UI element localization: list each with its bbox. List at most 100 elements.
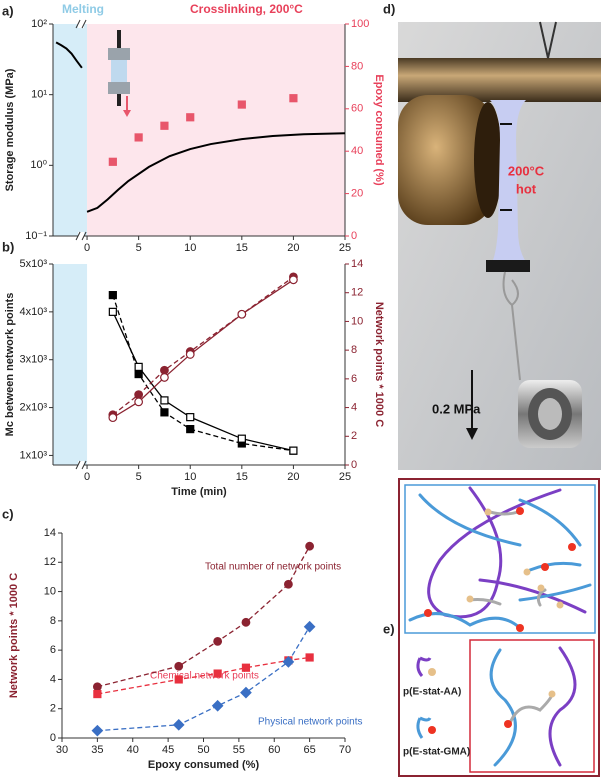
marker	[284, 579, 293, 589]
panel-label: d)	[383, 1, 395, 16]
marker	[186, 425, 195, 434]
x-tick-label: 5	[136, 242, 142, 254]
y2-tick-label: 14	[351, 258, 363, 270]
marker	[93, 689, 102, 699]
marker	[160, 373, 169, 382]
marker	[108, 157, 117, 166]
x-tick-label: 50	[197, 744, 209, 756]
axis-break	[75, 231, 87, 241]
panel-label: c)	[2, 506, 14, 521]
axis-break	[78, 20, 85, 28]
y2-tick-label: 4	[351, 401, 357, 413]
melting-band	[53, 24, 88, 236]
y-tick-label: 6	[50, 644, 56, 656]
y2-axis-label: Network points * 1000 C	[373, 302, 385, 427]
x-tick-label: 10	[184, 242, 196, 254]
x-tick-label: 40	[127, 744, 139, 756]
marker	[241, 617, 251, 627]
marker	[172, 718, 185, 731]
annotation: Crosslinking, 200°C	[190, 2, 303, 16]
x-axis-label: Epoxy consumed (%)	[148, 759, 260, 771]
marker	[108, 307, 117, 316]
marker	[305, 653, 314, 662]
y-axis-label: Storage modulus (MPa)	[4, 68, 16, 191]
x-tick-label: 45	[162, 744, 174, 756]
x-tick-label: 35	[91, 744, 103, 756]
marker	[134, 397, 144, 407]
marker	[186, 113, 195, 122]
y-tick-label: 10²	[31, 18, 47, 30]
y-axis-label: Network points * 1000 C	[8, 573, 20, 698]
marker	[237, 100, 246, 109]
series-line	[112, 294, 294, 452]
y2-tick-label: 10	[351, 315, 363, 327]
y-tick-label: 10⁰	[30, 159, 47, 171]
marker	[289, 446, 298, 455]
y2-tick-label: 100	[351, 18, 369, 30]
axis-break	[75, 19, 87, 29]
marker	[134, 369, 143, 379]
y2-tick-label: 6	[351, 373, 357, 385]
y2-axis-label: Epoxy consumed (%)	[373, 74, 385, 186]
x-tick-label: 0	[84, 242, 90, 254]
y2-tick-label: 20	[351, 188, 363, 200]
x-tick-label: 70	[339, 744, 351, 756]
y2-tick-label: 80	[351, 60, 363, 72]
y2-tick-label: 2	[351, 430, 357, 442]
series-line	[112, 311, 294, 452]
temperature-label: 200°C	[508, 163, 545, 178]
x-tick-label: 5	[136, 471, 142, 483]
charts: a) Melting Crosslinking, 200°C0 5 10 15 20 2510…	[2, 2, 385, 771]
y-tick-label: 1x10³	[19, 449, 47, 461]
annotation: Melting	[62, 2, 104, 16]
y2-tick-label: 8	[351, 344, 357, 356]
y-tick-label: 10⁻¹	[25, 230, 47, 242]
x-tick-label: 15	[236, 242, 248, 254]
marker	[305, 541, 315, 551]
axis-break	[78, 232, 85, 240]
series-line	[86, 132, 346, 213]
marker	[91, 724, 104, 737]
y-tick-label: 0	[50, 732, 56, 744]
marker	[134, 390, 144, 400]
y-tick-label: 2	[50, 703, 56, 715]
y2-tick-label: 40	[351, 145, 363, 157]
x-tick-label: 0	[84, 471, 90, 483]
marker	[174, 675, 183, 684]
marker	[289, 94, 298, 103]
y-tick-label: 5x10³	[19, 258, 47, 270]
axis-break	[78, 461, 85, 469]
series-line	[97, 626, 311, 732]
series-line	[112, 279, 294, 419]
legend-label: p(E-stat-AA)	[403, 687, 461, 698]
y-tick-label: 12	[44, 556, 56, 568]
panel-label: e)	[383, 621, 395, 636]
marker	[108, 291, 117, 300]
marker	[237, 434, 246, 443]
x-tick-label: 20	[287, 471, 299, 483]
marker	[134, 133, 143, 142]
marker	[108, 413, 118, 423]
y-tick-label: 14	[44, 527, 56, 539]
y-tick-label: 10	[44, 585, 56, 597]
y-tick-label: 4	[50, 673, 56, 685]
y-tick-label: 4x10³	[19, 306, 47, 318]
marker	[134, 362, 143, 371]
marker	[186, 413, 195, 422]
diagram-panel: e)	[383, 478, 600, 777]
legend-label: p(E-stat-GMA)	[403, 747, 470, 758]
y2-tick-label: 60	[351, 103, 363, 115]
stress-label: 0.2 MPa	[432, 401, 481, 416]
annotation: Physical network points	[258, 717, 363, 728]
annotation: Total number of network points	[205, 562, 341, 573]
photo-panel: d) 200°C hot 0.2 MPa	[383, 1, 601, 470]
melting-band	[53, 264, 88, 465]
panel-label: a)	[2, 3, 14, 18]
y-tick-label: 2x10³	[19, 401, 47, 413]
marker	[303, 620, 316, 633]
x-tick-label: 65	[304, 744, 316, 756]
axis-break	[75, 460, 87, 470]
y-tick-label: 8	[50, 615, 56, 627]
marker	[211, 699, 224, 712]
